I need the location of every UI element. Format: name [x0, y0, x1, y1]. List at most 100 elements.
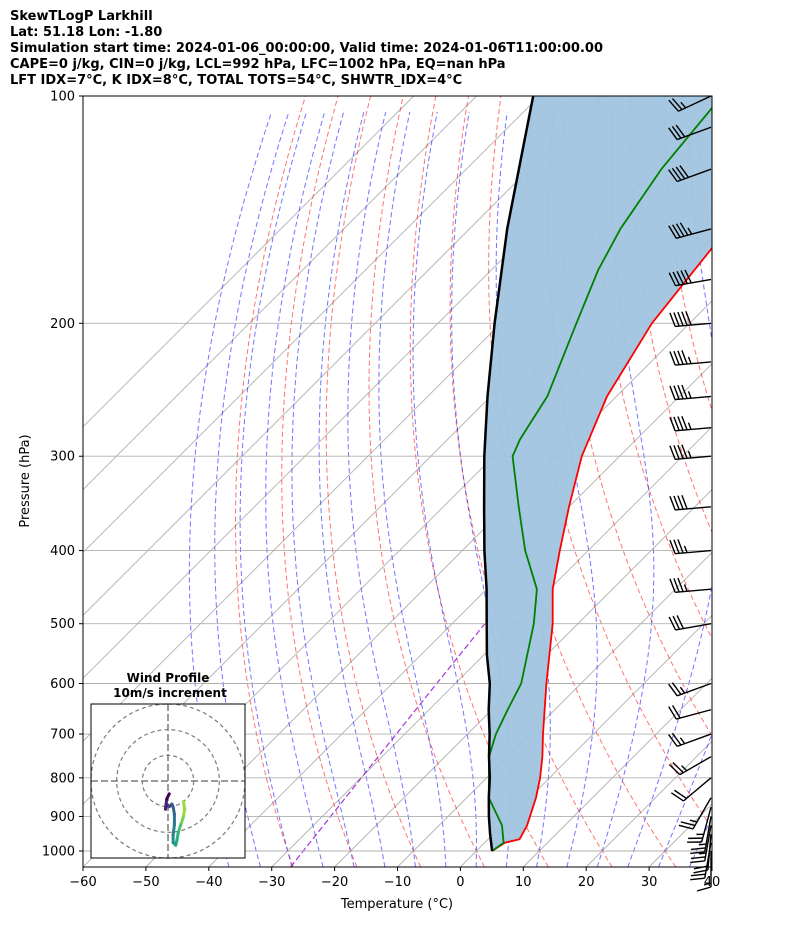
y-tick-label: 400 — [50, 544, 75, 559]
header-line-cape: CAPE=0 j/kg, CIN=0 j/kg, LCL=992 hPa, LF… — [10, 57, 506, 72]
wind-barb — [687, 807, 712, 843]
dry-adiabat-line — [368, 96, 485, 867]
wind-barb-staff — [676, 682, 712, 697]
wind-barb-feather — [681, 350, 688, 365]
wind-barb-feather — [677, 385, 684, 400]
wind-barb-staff — [707, 834, 712, 871]
wind-barb — [668, 95, 712, 112]
moist-adiabat-line — [188, 111, 273, 867]
hodograph-title-line-2: 10m/s increment — [113, 686, 227, 700]
wind-barb-feather — [681, 384, 688, 399]
isotherm-line — [271, 426, 712, 867]
wind-barb-feather — [671, 125, 682, 139]
wind-barb-feather — [669, 578, 676, 593]
wind-barb-half-feather — [680, 101, 687, 109]
x-tick-label: −60 — [69, 875, 96, 890]
wind-barb-feather — [672, 615, 681, 630]
wind-barb-feather — [681, 444, 688, 459]
x-tick-label: −10 — [384, 875, 411, 890]
wind-barb-feather — [690, 873, 706, 877]
y-tick-label: 600 — [50, 677, 75, 692]
wind-barb — [670, 777, 712, 802]
wind-barb-staff — [675, 549, 712, 555]
wind-barb-feather — [675, 166, 686, 180]
isotherm-line — [83, 96, 603, 617]
isotherm-line — [334, 488, 712, 867]
dry-adiabat-line — [729, 96, 794, 867]
wind-barb-feather — [673, 416, 680, 431]
moist-adiabat-line — [347, 111, 416, 867]
wind-barb-feather — [673, 385, 680, 400]
wind-barb — [669, 311, 712, 328]
wind-barb-feather — [671, 167, 682, 181]
wind-barb-staff — [676, 126, 712, 141]
wind-barb — [690, 816, 712, 855]
x-tick-label: 40 — [704, 875, 721, 890]
parcel-profile-line — [482, 96, 535, 852]
wind-barb-feather — [672, 271, 681, 286]
wind-barb-half-feather — [703, 882, 712, 886]
wind-barb-half-feather — [681, 765, 688, 772]
wind-barb-feather — [669, 416, 676, 432]
wind-barb-feather — [670, 792, 684, 802]
wind-barb-feather — [669, 445, 676, 460]
wind-barb-feather — [684, 269, 692, 284]
isotherm-line — [208, 363, 712, 867]
wind-barb-feather — [671, 732, 682, 746]
x-tick-label: 30 — [641, 875, 658, 890]
moist-adiabat-line — [239, 111, 307, 867]
wind-barb — [669, 350, 712, 366]
wind-barb-feather — [669, 496, 676, 511]
wind-barb-feather — [690, 851, 705, 855]
wind-barb-feather — [677, 416, 684, 431]
wind-barb — [668, 732, 712, 748]
wind-barb — [668, 269, 712, 287]
wind-barb-half-feather — [687, 422, 692, 430]
wind-barb-staff — [704, 816, 712, 853]
y-tick-label: 100 — [50, 90, 75, 105]
x-tick-label: −50 — [132, 875, 159, 890]
wind-barb — [669, 577, 712, 594]
dry-adiabat-line — [762, 96, 794, 867]
wind-barb — [668, 682, 712, 697]
wind-barb-half-feather — [687, 450, 692, 459]
moist-adiabat-line — [720, 112, 794, 867]
wind-barb-staff — [675, 395, 712, 401]
header-line-indices: LFT IDX=7°C, K IDX=8°C, TOTAL TOTS=54°C,… — [10, 73, 463, 88]
isotherm-line — [711, 866, 712, 867]
wind-barb-half-feather — [687, 391, 692, 399]
wind-barb-feather — [680, 821, 696, 827]
wind-barb-feather — [673, 495, 680, 510]
wind-barb-feather — [677, 444, 684, 459]
dry-adiabat-line — [663, 96, 712, 412]
wind-barb — [668, 165, 712, 183]
wind-barb-feather — [677, 577, 684, 592]
header-line-times: Simulation start time: 2024-01-06_00:00:… — [10, 41, 603, 56]
wind-barb — [668, 615, 712, 631]
wind-barb-feather — [668, 616, 677, 631]
wind-barb-feather — [669, 539, 676, 554]
y-tick-label: 700 — [50, 728, 75, 743]
mixing-ratio-line — [290, 623, 486, 867]
wind-barb-feather — [679, 222, 689, 236]
x-tick-label: −30 — [258, 875, 285, 890]
wind-barb-feather — [675, 124, 686, 138]
dry-adiabat-line — [596, 96, 712, 640]
y-tick-label: 500 — [50, 617, 75, 632]
isotherm-line — [460, 614, 712, 867]
wind-barb-staff — [676, 228, 712, 239]
hodograph-segment — [171, 823, 176, 837]
wind-barb-half-feather — [679, 686, 686, 694]
dry-adiabat-line — [281, 96, 358, 867]
header-line-station: SkewTLogP Larkhill — [10, 9, 153, 24]
x-axis-label: Temperature (°C) — [340, 897, 453, 912]
wind-barb — [668, 222, 712, 239]
y-tick-label: 200 — [50, 317, 75, 332]
wind-barb-feather — [693, 869, 708, 874]
wind-barb-feather — [696, 886, 712, 892]
wind-barb-feather — [681, 495, 688, 510]
moist-adiabat-line — [378, 111, 447, 867]
wind-barb — [669, 495, 712, 511]
wind-barb-half-feather — [698, 852, 707, 855]
wind-barb-feather — [671, 98, 683, 110]
